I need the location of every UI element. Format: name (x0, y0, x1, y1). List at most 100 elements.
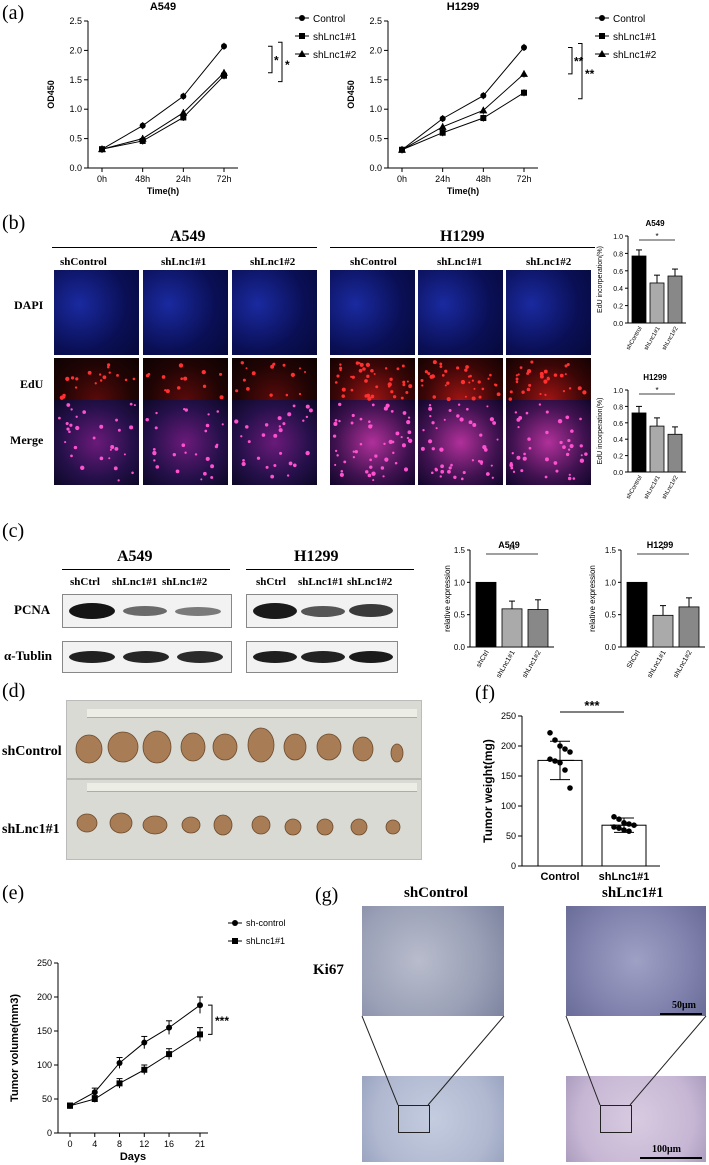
cell-dot (110, 445, 115, 450)
cell-dot (305, 450, 310, 456)
cell-dot (456, 366, 460, 370)
panel-label-d: (d) (2, 680, 26, 702)
cell-dot (303, 371, 307, 374)
ruler (87, 709, 417, 718)
data-point (197, 1031, 203, 1038)
blot-pcna-h1299 (246, 594, 398, 628)
panel-label-g: (g) (315, 884, 339, 906)
bar (527, 609, 549, 648)
tumor (181, 816, 201, 834)
y-tick-label: 0.4 (613, 286, 623, 293)
scale-label-top: 50μm (672, 1000, 696, 1011)
bar (631, 412, 647, 473)
cell-dot (247, 440, 251, 444)
cell-dot (579, 417, 582, 421)
cell-dot (273, 463, 277, 467)
data-point (520, 69, 528, 77)
cell-dot (242, 459, 245, 462)
cell-dot (114, 446, 119, 451)
cell-dot (264, 423, 269, 427)
cell-dot (464, 395, 467, 398)
cell-dot (302, 419, 305, 422)
blot-band (69, 651, 115, 663)
cell-dot (480, 462, 483, 466)
series-line (401, 73, 525, 151)
cell-dot (427, 372, 431, 376)
cell-dot (479, 433, 483, 437)
sig-mark: * (655, 232, 658, 241)
cell-dot (73, 445, 78, 450)
sig-bracket (208, 1004, 213, 1035)
bar (631, 255, 647, 324)
ihc-shcontrol-overview (362, 1076, 504, 1162)
micrograph-dapi (232, 270, 317, 355)
cell-dot (517, 426, 520, 429)
cell-dot (420, 446, 425, 451)
cell-dot (493, 383, 497, 386)
tumor (316, 818, 334, 836)
tumor (75, 734, 103, 764)
cell-dot (339, 368, 342, 372)
cell-dot (510, 466, 514, 470)
cell-dot (487, 377, 490, 380)
cell-dot (496, 438, 499, 441)
legend-label: shLnc1#1 (246, 936, 285, 946)
zoom-connector (565, 1015, 601, 1106)
y-tick-label: 250 (37, 958, 52, 968)
micrograph-merge (506, 400, 591, 485)
cell-dot (332, 434, 337, 438)
cell-dot (383, 442, 386, 446)
lane-label: shLnc1#2 (162, 576, 208, 588)
cell-dot (365, 470, 369, 474)
micrograph-merge (330, 400, 415, 485)
blot-tubulin-h1299 (246, 641, 398, 673)
data-point (139, 122, 146, 129)
cell-dot (465, 365, 469, 369)
cell-dot (407, 438, 413, 443)
cell-dot (555, 469, 559, 473)
a549-growth-chart: A549 0.0 0.5 1.0 1.5 2.0 2.5 0h 48h 24h 72h Time(h)… (46, 1, 357, 196)
cell-dot (522, 456, 527, 461)
y-tick-label: 0.0 (69, 163, 82, 173)
cell-dot (460, 477, 464, 481)
sig-mark: ** (574, 55, 584, 69)
legend-marker (599, 15, 605, 21)
cell-dot (477, 380, 481, 384)
sig-mark: * (655, 386, 658, 395)
data-point (116, 1080, 123, 1087)
x-axis-label: Time(h) (447, 186, 479, 196)
panel-label-c: (c) (2, 520, 25, 542)
y-tick-label: 200 (501, 741, 516, 751)
x-tick-label: 21 (195, 1139, 205, 1149)
data-point (479, 106, 488, 114)
cell-dot (520, 469, 524, 473)
ihc-column-label: shControl (404, 885, 468, 901)
data-point (552, 758, 558, 764)
cell-dot (364, 379, 368, 383)
data-point (557, 743, 563, 749)
cell-dot (152, 447, 156, 451)
x-tick-label: 12 (139, 1139, 149, 1149)
y-axis-label: EdU incorperation(%) (597, 246, 604, 313)
cell-dot (456, 414, 460, 418)
cell-dot (388, 439, 393, 445)
sig-mark: * (661, 545, 665, 555)
cell-dot (401, 443, 406, 448)
column-label: shLnc1#1 (437, 256, 483, 268)
cell-dot (288, 461, 293, 466)
cell-dot (566, 363, 570, 367)
cell-dot (440, 464, 444, 469)
cell-dot (352, 456, 356, 459)
x-tick-label: 72h (516, 174, 531, 184)
cell-dot (62, 395, 66, 399)
cell-dot (203, 471, 207, 476)
tumor (142, 730, 172, 764)
cell-dot (428, 404, 432, 407)
cell-dot (518, 415, 523, 420)
cell-dot (362, 367, 366, 371)
data-point (480, 92, 487, 99)
cell-dot (570, 429, 574, 433)
cell-dot (94, 382, 97, 385)
data-point (439, 129, 446, 136)
